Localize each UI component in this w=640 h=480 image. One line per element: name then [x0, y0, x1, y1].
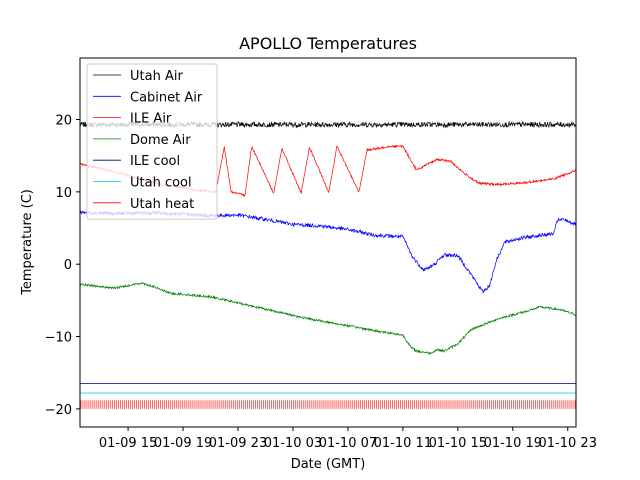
- x-axis-label: Date (GMT): [291, 457, 366, 472]
- legend-box: [86, 63, 218, 220]
- chart-title: APOLLO Temperatures: [239, 34, 417, 53]
- plot-frame: [79, 57, 577, 428]
- series-dome-air: [80, 281, 576, 356]
- legend-label-ile-air: ILE Air: [130, 112, 172, 127]
- y-axis-label: Temperature (C): [20, 189, 35, 296]
- legend-label-utah-cool: Utah cool: [130, 176, 192, 191]
- series-utah-heat: [80, 400, 576, 409]
- y-tick-label: −20: [45, 403, 72, 418]
- x-tick-label: 01-10 15: [429, 436, 487, 451]
- series-line-dome-air: [80, 281, 576, 356]
- x-tick-label: 01-09 19: [154, 436, 212, 451]
- legend-label-utah-heat: Utah heat: [130, 197, 194, 212]
- legend: Utah Air Cabinet Air ILE Air Dome Air ILE co…: [86, 63, 218, 220]
- y-tick-label: −10: [45, 331, 72, 346]
- x-tick-label: 01-10 11: [374, 436, 432, 451]
- x-tick-label: 01-10 07: [319, 436, 377, 451]
- y-tick-label: 0: [64, 258, 72, 273]
- legend-label-utah-air: Utah Air: [130, 69, 183, 84]
- x-tick-label: 01-10 03: [264, 436, 322, 451]
- y-tick-label: 10: [55, 186, 72, 201]
- series-line-utah-heat: [80, 400, 576, 409]
- y-tick-label: 20: [55, 114, 72, 129]
- x-tick-label: 01-09 23: [209, 436, 267, 451]
- legend-label-ile-cool: ILE cool: [130, 154, 180, 169]
- x-tick-label: 01-10 19: [484, 436, 542, 451]
- legend-label-cabinet-air: Cabinet Air: [130, 90, 203, 105]
- x-tick-label: 01-10 23: [539, 436, 597, 451]
- y-axis: 20 10 0 −10 −20: [45, 114, 80, 418]
- legend-label-dome-air: Dome Air: [130, 133, 191, 148]
- x-tick-label: 01-09 15: [99, 436, 157, 451]
